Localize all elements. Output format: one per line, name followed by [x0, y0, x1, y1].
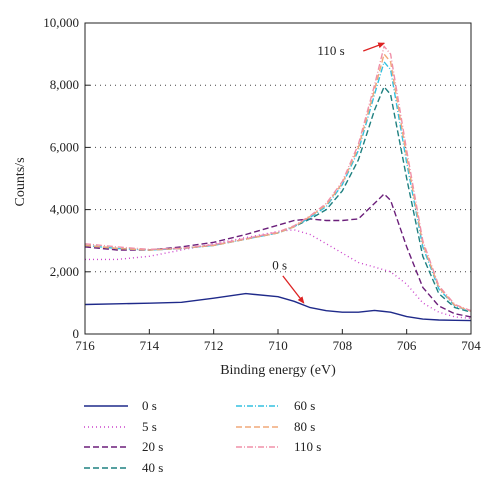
- plot-frame: [84, 22, 472, 335]
- legend-swatch: [84, 425, 128, 428]
- x-tick-label: 716: [75, 338, 95, 353]
- annotation-label: 0 s: [272, 258, 287, 273]
- annotation-arrow: [282, 275, 305, 304]
- legend: 0 s 5 s 20 s 40 s 60 s 80 s 110 s: [82, 398, 482, 484]
- grid-lines: [85, 84, 471, 273]
- legend-swatch: [84, 446, 128, 448]
- legend-item: 5 s: [82, 419, 157, 435]
- series-line-20s: [84, 193, 472, 318]
- legend-item: 40 s: [82, 460, 163, 476]
- legend-item: 0 s: [82, 398, 157, 414]
- y-tick-label: 4,000: [50, 202, 79, 217]
- annotation-label: 110 s: [317, 43, 344, 58]
- series-line-5s: [85, 229, 472, 320]
- legend-swatch: [236, 425, 280, 428]
- x-tick-label: 710: [268, 338, 288, 353]
- x-axis-label: Binding energy (eV): [220, 363, 336, 378]
- legend-item: 60 s: [234, 398, 315, 414]
- legend-swatch: [84, 405, 128, 407]
- x-tick-label: 714: [140, 338, 160, 353]
- legend-swatch: [84, 466, 128, 469]
- x-tick-label: 708: [333, 338, 353, 353]
- series-line-0s: [84, 292, 472, 322]
- y-tick-label: 0: [73, 326, 80, 341]
- annotation-arrow: [363, 42, 386, 52]
- legend-label: 80 s: [294, 418, 316, 434]
- legend-label: 110 s: [294, 439, 322, 454]
- series-lines: [84, 45, 472, 322]
- y-tick-label: 6,000: [50, 139, 79, 154]
- x-tick-label: 712: [204, 338, 224, 353]
- legend-item: 80 s: [234, 419, 315, 435]
- legend-item: 110 s: [234, 439, 321, 455]
- series-line-110s: [84, 45, 472, 312]
- x-tick-label: 704: [461, 338, 481, 353]
- legend-label: 5 s: [142, 418, 157, 434]
- legend-swatch: [236, 405, 280, 407]
- series-line-80s: [84, 53, 472, 312]
- y-tick-label: 2,000: [50, 264, 79, 279]
- legend-label: 40 s: [142, 459, 164, 475]
- legend-label: 20 s: [142, 439, 164, 454]
- legend-swatch: [236, 446, 280, 448]
- legend-item: 20 s: [82, 439, 163, 455]
- series-line-40s: [84, 86, 472, 313]
- x-tick-label: 706: [397, 338, 417, 353]
- annotations: 110 s 0 s: [272, 42, 386, 304]
- y-axis-label: Counts/s: [13, 157, 28, 206]
- y-tick-label: 10,000: [43, 15, 79, 30]
- y-tick-label: 8,000: [50, 77, 79, 92]
- legend-label: 60 s: [294, 398, 316, 413]
- legend-label: 0 s: [142, 398, 157, 413]
- axis-ticks: 716 714 712 710 708 706 704 0 2,000 4,000 6,000 8,0…: [43, 15, 481, 353]
